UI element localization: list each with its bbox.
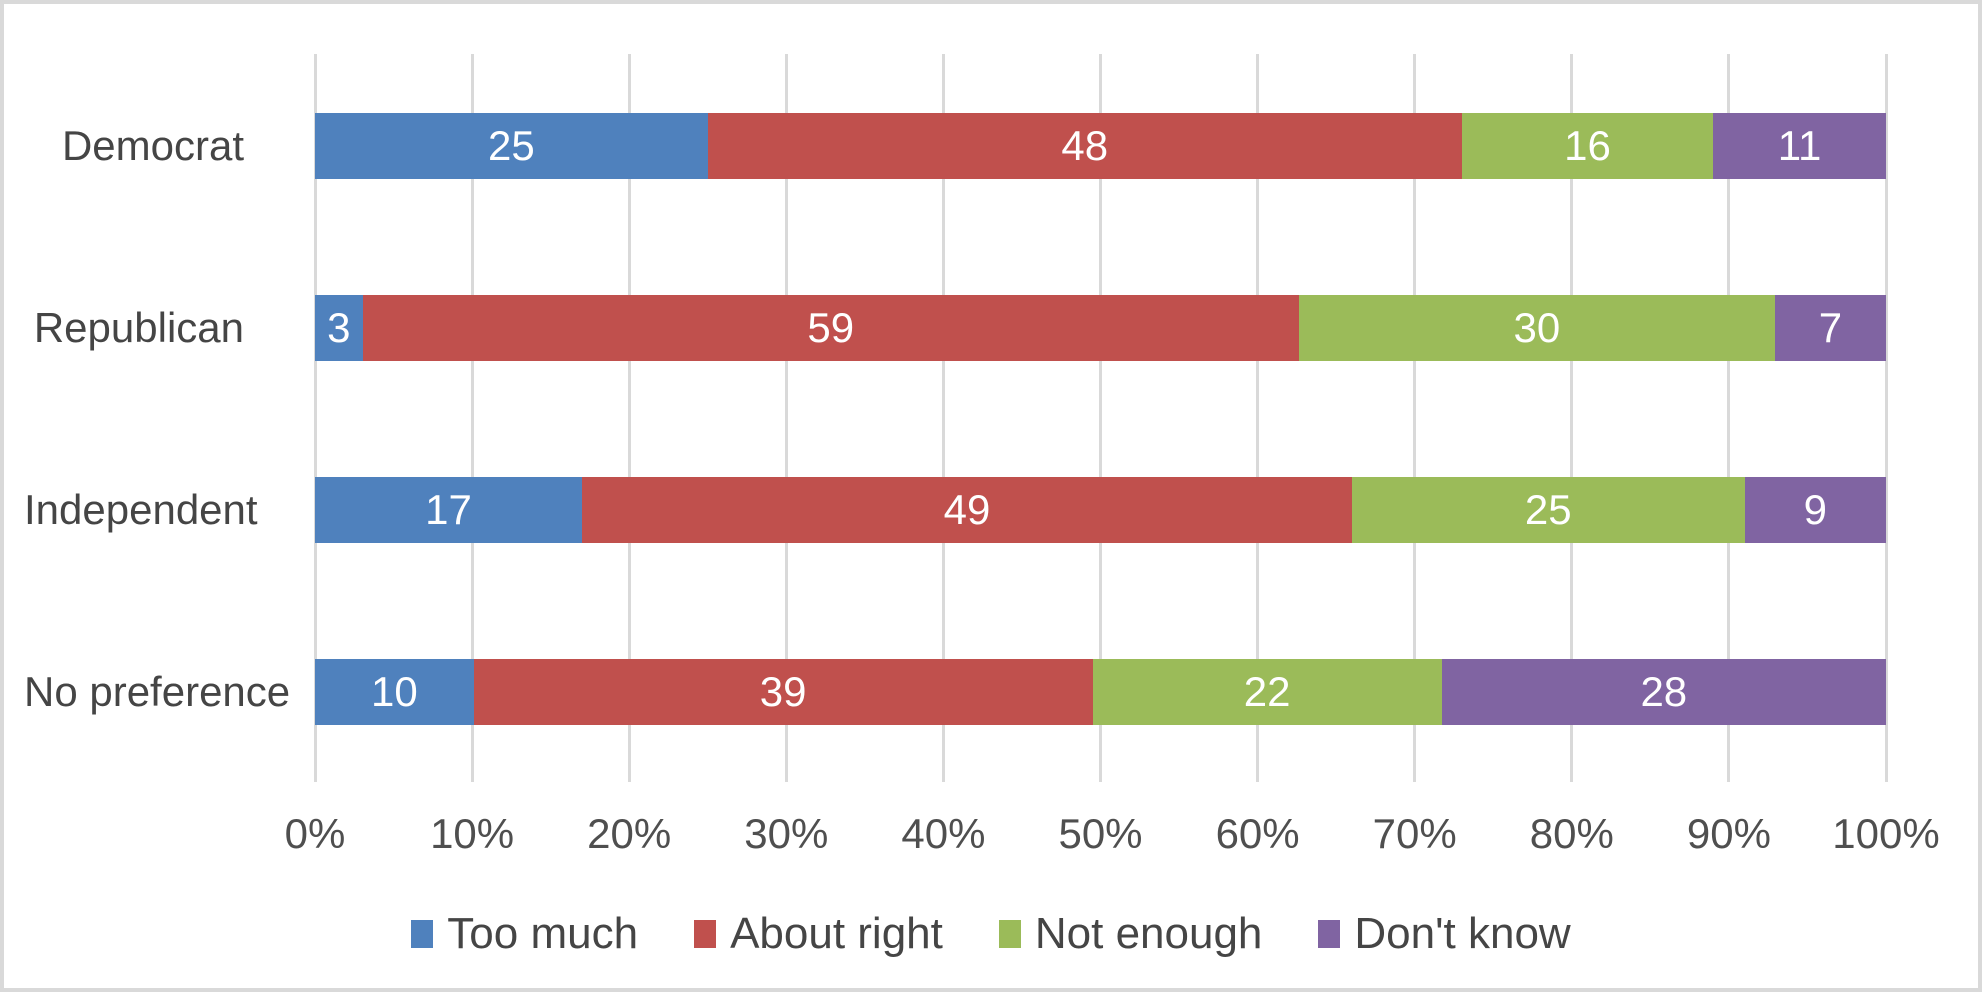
bar-value-label: 49 xyxy=(943,486,991,533)
gridline xyxy=(470,54,474,782)
bar-segment: 7 xyxy=(1774,295,1886,361)
legend-item: Too much xyxy=(411,909,638,959)
bar-segment: 16 xyxy=(1461,113,1714,179)
x-tick-label: 100% xyxy=(1832,810,1940,857)
bar-segment: 10 xyxy=(315,659,474,725)
legend-swatch-icon xyxy=(411,920,434,948)
category-label: Independent xyxy=(24,486,258,533)
gridline xyxy=(941,54,945,782)
gridline xyxy=(1884,54,1888,782)
bar-segment: 11 xyxy=(1713,113,1886,179)
legend-label: Too much xyxy=(447,909,639,958)
gridline xyxy=(1413,54,1417,782)
bar-segment: 39 xyxy=(473,659,1093,725)
gridline xyxy=(784,54,788,782)
gridline xyxy=(1570,54,1574,782)
bar-segment: 49 xyxy=(582,477,1352,543)
plot-area: 25 48 16 11 3 59 30 7 17 49 25 9 10 39 22 28 xyxy=(313,54,1888,782)
gridline xyxy=(1099,54,1102,782)
bar-segment: 3 xyxy=(315,295,363,361)
x-tick-label: 40% xyxy=(901,810,986,857)
x-tick-label: 30% xyxy=(744,810,829,857)
bar-segment: 22 xyxy=(1092,659,1442,725)
legend-swatch-icon xyxy=(998,920,1021,948)
bar-value-label: 16 xyxy=(1564,122,1611,169)
x-tick-label: 50% xyxy=(1058,810,1143,857)
bar-value-label: 39 xyxy=(759,668,807,715)
x-tick-label: 20% xyxy=(587,810,672,857)
bar-value-label: 28 xyxy=(1640,668,1688,715)
legend-swatch-icon xyxy=(694,920,717,948)
legend-item: About right xyxy=(694,909,943,959)
gridline xyxy=(1727,54,1731,782)
legend-swatch-icon xyxy=(1318,920,1341,948)
bar-segment: 28 xyxy=(1441,659,1886,725)
bar-segment: 30 xyxy=(1298,295,1775,361)
x-tick-label: 10% xyxy=(430,810,515,857)
x-tick-label: 80% xyxy=(1529,810,1614,857)
legend-label: About right xyxy=(730,909,943,958)
bar-segment: 17 xyxy=(315,477,583,543)
bar-segment: 9 xyxy=(1744,477,1886,543)
bar-segment: 25 xyxy=(315,113,708,179)
bar-row: 25 48 16 11 xyxy=(315,113,1886,179)
bar-value-label: 22 xyxy=(1243,668,1291,715)
bar-row: 17 49 25 9 xyxy=(315,477,1886,543)
bar-value-label: 7 xyxy=(1818,304,1843,351)
gridline xyxy=(313,54,317,782)
gridline xyxy=(1256,54,1260,782)
x-tick-label: 70% xyxy=(1372,810,1457,857)
x-tick-label: 60% xyxy=(1215,810,1300,857)
bar-value-label: 3 xyxy=(327,304,351,351)
x-tick-label: 0% xyxy=(284,810,346,857)
bar-value-label: 48 xyxy=(1061,122,1109,169)
legend-item: Not enough xyxy=(998,909,1263,959)
bar-row: 3 59 30 7 xyxy=(315,295,1886,361)
bar-value-label: 11 xyxy=(1777,122,1822,169)
category-label: No preference xyxy=(24,668,291,715)
x-axis: 0% 10% 20% 30% 40% 50% 60% 70% 80% 90% 100% xyxy=(285,808,1940,860)
legend-item: Don't know xyxy=(1318,909,1571,959)
bar-value-label: 17 xyxy=(425,486,472,533)
bar-value-label: 59 xyxy=(807,304,855,351)
legend: Too much About right Not enough Don't know xyxy=(4,904,1978,964)
bar-row: 10 39 22 28 xyxy=(315,659,1886,725)
bar-value-label: 25 xyxy=(488,122,535,169)
bar-value-label: 10 xyxy=(370,668,418,715)
bar-segment: 59 xyxy=(362,295,1299,361)
gridline xyxy=(627,54,631,782)
category-label: Republican xyxy=(33,304,244,351)
bar-value-label: 25 xyxy=(1524,486,1572,533)
legend-label: Not enough xyxy=(1034,909,1263,958)
legend-label: Don't know xyxy=(1354,909,1571,958)
x-tick-label: 90% xyxy=(1686,810,1771,857)
bar-segment: 48 xyxy=(707,113,1462,179)
category-label: Democrat xyxy=(61,122,244,169)
bar-value-label: 30 xyxy=(1513,304,1561,351)
bar-value-label: 9 xyxy=(1803,486,1827,533)
bar-segment: 25 xyxy=(1351,477,1745,543)
